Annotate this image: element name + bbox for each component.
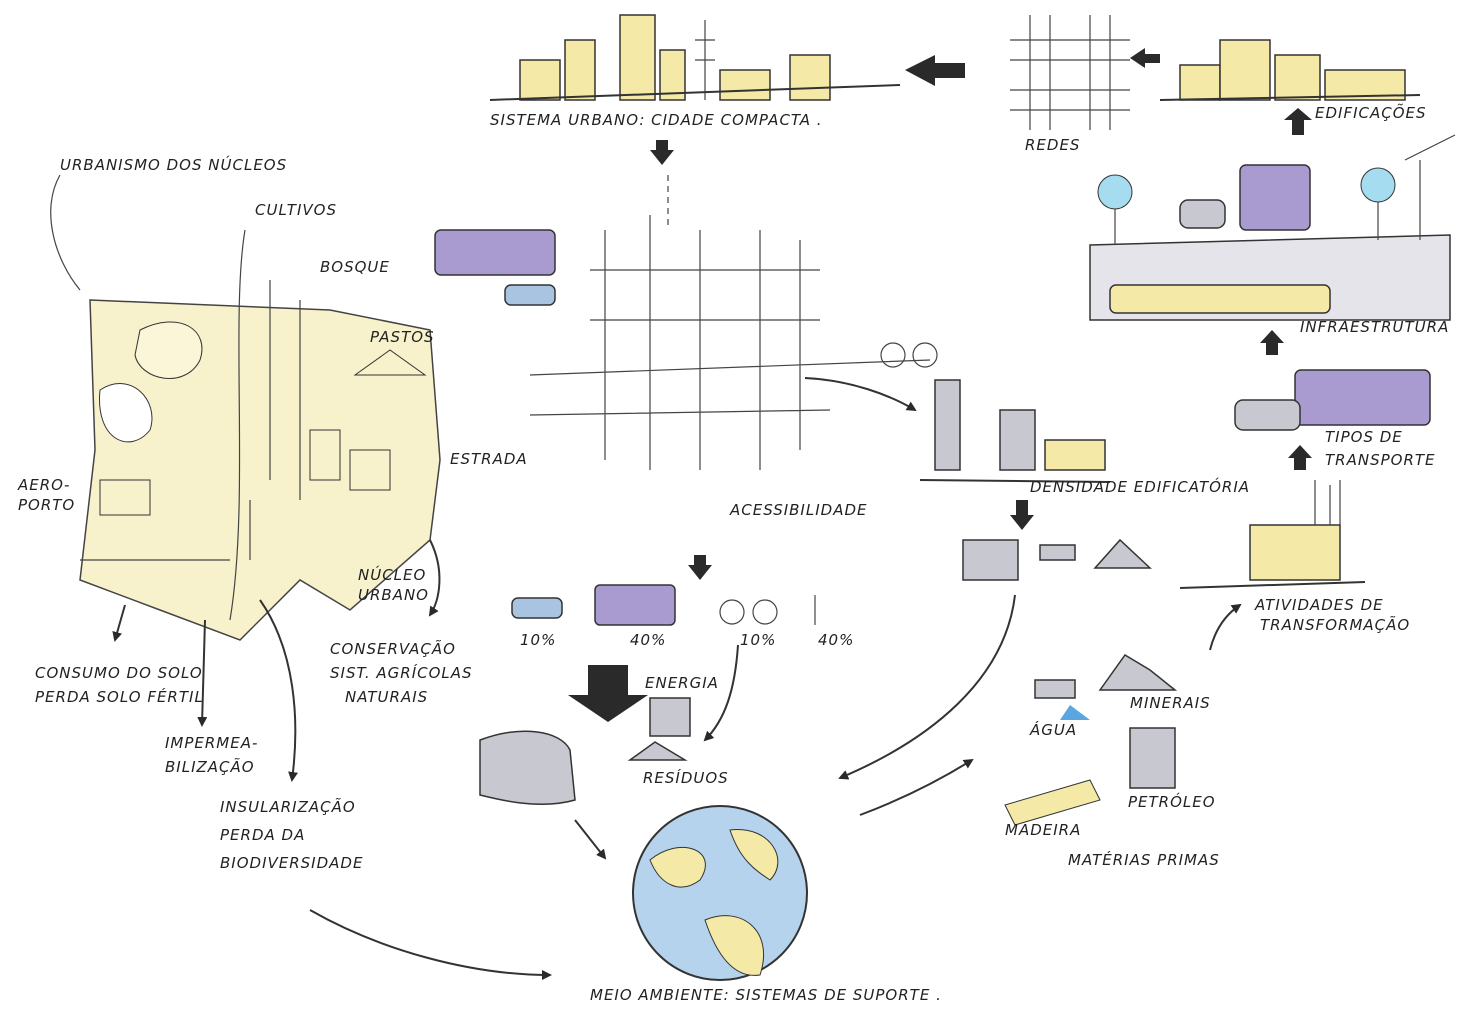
waste-icon bbox=[630, 742, 685, 760]
label: PORTO bbox=[18, 496, 75, 514]
label: MINERAIS bbox=[1130, 694, 1211, 712]
energy-icon bbox=[650, 698, 690, 736]
label: ATIVIDADES DE bbox=[1254, 596, 1384, 614]
arrow bbox=[1288, 445, 1312, 470]
arrow bbox=[115, 605, 125, 640]
label: NÚCLEO bbox=[358, 565, 426, 584]
label: REDES bbox=[1025, 136, 1080, 154]
label: MADEIRA bbox=[1005, 821, 1081, 839]
resources-row bbox=[963, 540, 1150, 580]
label: ESTRADA bbox=[450, 450, 528, 468]
arrow bbox=[860, 760, 972, 815]
arrow bbox=[705, 645, 738, 740]
label: BIODIVERSIDADE bbox=[220, 854, 363, 872]
label: CONSERVAÇÃO bbox=[330, 639, 456, 658]
transport-modes bbox=[512, 585, 815, 625]
title: MATÉRIAS PRIMAS bbox=[1068, 850, 1220, 869]
transport-types-icon bbox=[1235, 370, 1430, 430]
arrow bbox=[1210, 605, 1240, 650]
arrow bbox=[688, 555, 712, 580]
label: CONSUMO DO SOLO bbox=[35, 664, 203, 682]
buildings-skyline bbox=[1160, 40, 1420, 100]
label: ACESSIBILIDADE bbox=[729, 501, 867, 519]
leader bbox=[51, 175, 80, 290]
label: RESÍDUOS bbox=[643, 768, 729, 787]
arrow bbox=[1260, 330, 1284, 355]
arrow bbox=[805, 378, 915, 410]
label: PASTOS bbox=[370, 328, 435, 346]
label: AERO- bbox=[17, 476, 70, 494]
label: IMPERMEA- bbox=[165, 734, 258, 752]
label: TRANSPORTE bbox=[1325, 451, 1436, 469]
label: NATURAIS bbox=[345, 688, 428, 706]
label: SIST. AGRÍCOLAS bbox=[330, 663, 473, 682]
label: CULTIVOS bbox=[255, 201, 337, 219]
label: BOSQUE bbox=[320, 258, 390, 276]
label: PERDA SOLO FÉRTIL bbox=[35, 687, 204, 706]
arrow bbox=[430, 540, 439, 615]
networks-grid bbox=[1010, 15, 1130, 130]
label: ÁGUA bbox=[1029, 720, 1077, 739]
label: TIPOS DE bbox=[1325, 428, 1403, 446]
arrow bbox=[310, 910, 550, 975]
label: PETRÓLEO bbox=[1128, 792, 1216, 811]
label: EDIFICAÇÕES bbox=[1315, 103, 1427, 122]
label: DENSIDADE EDIFICATÓRIA bbox=[1030, 477, 1250, 496]
arrow bbox=[568, 665, 648, 722]
label: INSULARIZAÇÃO bbox=[220, 797, 356, 816]
modal-share: 40% bbox=[630, 631, 666, 649]
arrow bbox=[840, 595, 1015, 778]
title: URBANISMO DOS NÚCLEOS bbox=[60, 155, 287, 174]
arrow bbox=[260, 600, 295, 780]
modal-share: 10% bbox=[520, 631, 556, 649]
arrow bbox=[1130, 48, 1160, 68]
modal-share: 10% bbox=[740, 631, 776, 649]
compact-city-skyline bbox=[490, 15, 900, 100]
infrastructure-section bbox=[1090, 135, 1455, 320]
label: MEIO AMBIENTE: SISTEMAS DE SUPORTE . bbox=[590, 986, 942, 1004]
city-grid bbox=[435, 175, 1110, 482]
arrow bbox=[575, 820, 605, 858]
label: URBANO bbox=[358, 586, 429, 604]
arrow bbox=[1010, 500, 1034, 530]
label: BILIZAÇÃO bbox=[165, 757, 255, 776]
arrow bbox=[650, 140, 674, 165]
modal-share: 40% bbox=[818, 631, 854, 649]
diagram: SISTEMA URBANO: CIDADE COMPACTA . REDES … bbox=[0, 0, 1461, 1009]
car-exhaust bbox=[480, 731, 575, 804]
label: SISTEMA URBANO: CIDADE COMPACTA . bbox=[490, 111, 823, 129]
arrow bbox=[1284, 108, 1312, 135]
factory bbox=[1180, 480, 1365, 588]
label: ENERGIA bbox=[645, 674, 719, 692]
globe bbox=[633, 806, 807, 980]
label: PERDA DA bbox=[220, 826, 305, 844]
label: TRANSFORMAÇÃO bbox=[1260, 615, 1410, 634]
arrow bbox=[905, 55, 965, 86]
